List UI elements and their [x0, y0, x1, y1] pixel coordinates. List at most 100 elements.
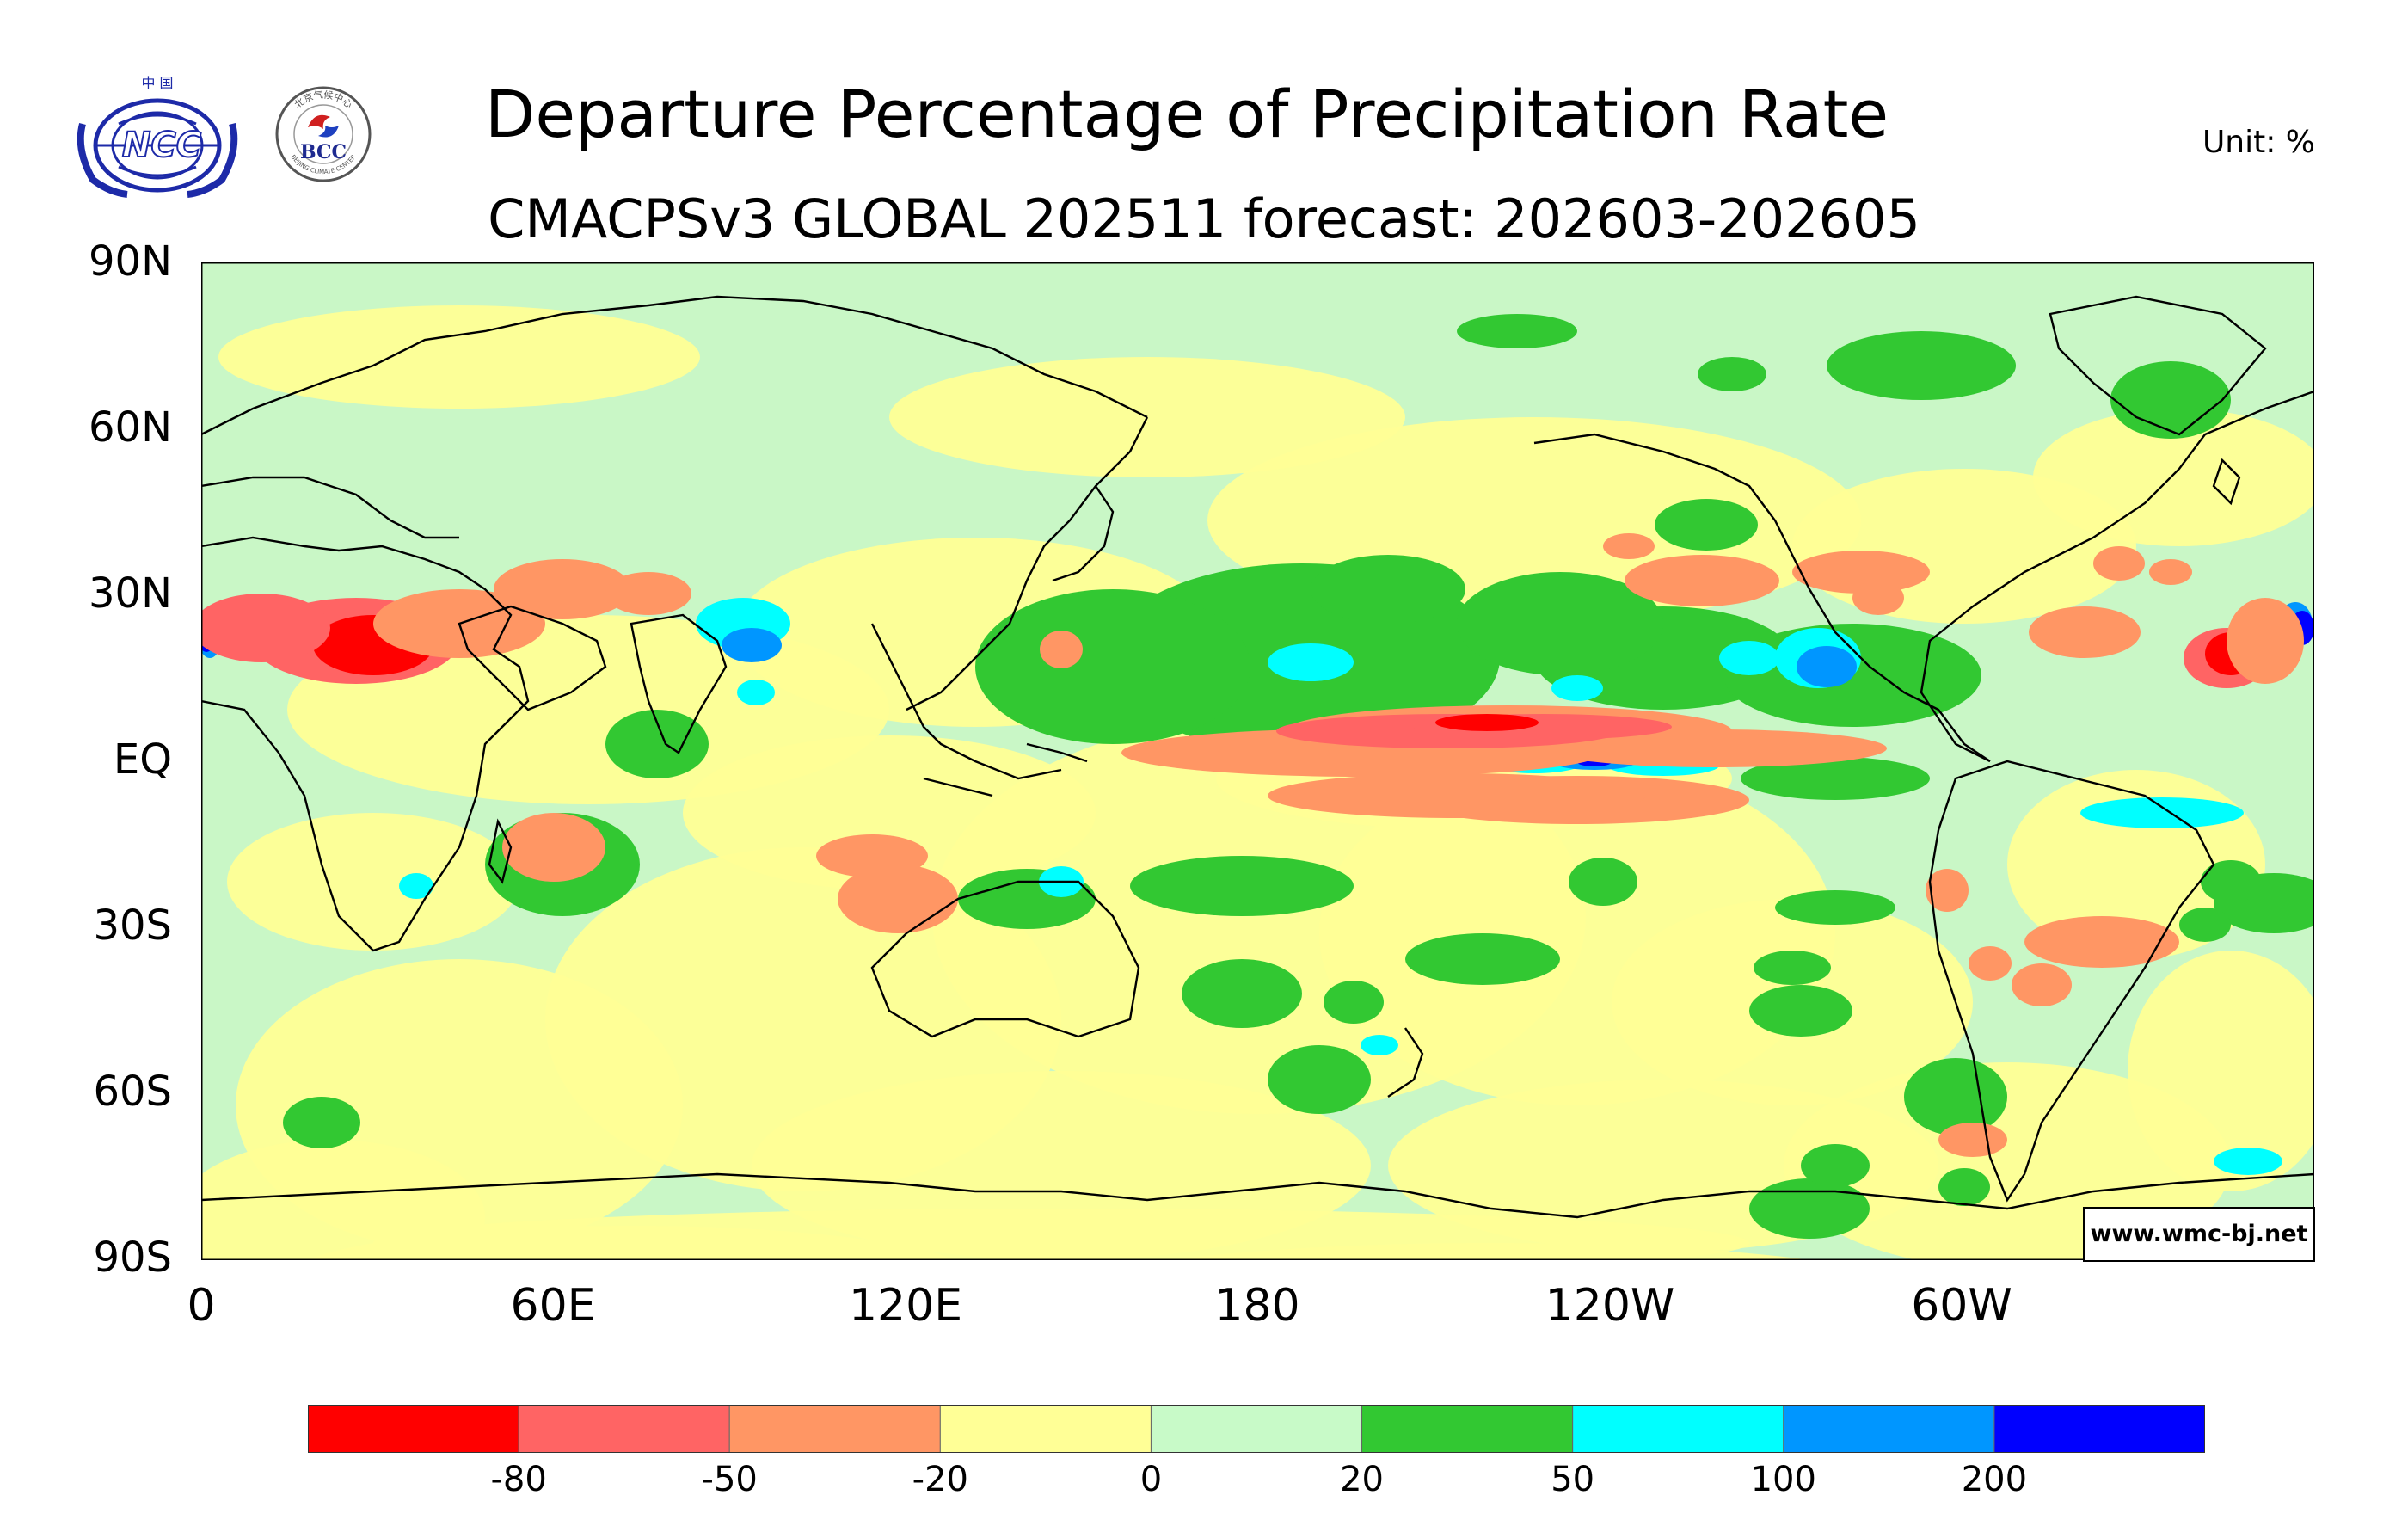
- field-orange: [1938, 1123, 2007, 1157]
- field-cyan: [2214, 1148, 2282, 1175]
- field-orange: [2093, 546, 2145, 581]
- field-orange: [494, 559, 631, 619]
- coastline-segment: [906, 416, 1149, 711]
- field-green: [1655, 499, 1758, 551]
- field-green: [1801, 1144, 1870, 1187]
- lat-label-60s: 60S: [93, 1068, 172, 1116]
- field-orange: [2149, 559, 2192, 585]
- field-green: [1904, 1058, 2007, 1135]
- coastline-segment: [1387, 1027, 1424, 1098]
- legend-label: 0: [1140, 1460, 1163, 1499]
- field-green: [605, 710, 709, 778]
- field-cyan: [1268, 643, 1354, 681]
- field-cyan: [737, 680, 775, 705]
- field-green: [1698, 357, 1766, 391]
- field-yellow: [201, 1140, 485, 1260]
- lon-label-60w: 60W: [1911, 1280, 2012, 1332]
- lat-label-eq: EQ: [113, 735, 172, 784]
- precipitation-map: [186, 261, 2316, 1276]
- field-orange: [1792, 551, 1930, 594]
- field-orange: [2227, 598, 2304, 684]
- legend-label: 200: [1961, 1460, 2028, 1499]
- field-cyan: [2080, 797, 2244, 828]
- field-sky: [722, 628, 782, 662]
- legend-frame: [308, 1405, 2205, 1453]
- coastline-segment: [1052, 485, 1115, 582]
- field-orange: [2024, 916, 2179, 968]
- field-orange: [1969, 946, 2012, 981]
- field-green: [1405, 933, 1560, 985]
- bcc-logo-text: BCC: [300, 141, 347, 163]
- ncc-logo-text: NCC: [122, 126, 201, 165]
- field-orange: [838, 865, 958, 933]
- legend-label: 100: [1750, 1460, 1816, 1499]
- field-green: [1741, 757, 1930, 800]
- coastline-segment: [201, 1172, 2314, 1219]
- chart-subtitle: CMACPSv3 GLOBAL 202511 forecast: 202603-…: [488, 188, 1920, 250]
- lat-label-90s: 90S: [93, 1234, 172, 1282]
- coastline-segment: [870, 623, 1062, 780]
- field-green: [1749, 1178, 1870, 1239]
- legend-label: -20: [912, 1460, 968, 1499]
- field-green: [1457, 572, 1663, 675]
- field-green: [1268, 1045, 1371, 1114]
- field-red: [1435, 714, 1539, 731]
- legend-swatch: [939, 1404, 1152, 1454]
- ncc-logo-top-text: 中 国: [141, 75, 173, 91]
- field-yellow: [2128, 951, 2314, 1191]
- field-orange: [846, 843, 898, 869]
- ncc-logo: 中 国 NCC: [67, 72, 248, 201]
- field-orange: [1926, 869, 1969, 912]
- lon-label-60e: 60E: [510, 1280, 596, 1332]
- field-green: [1457, 314, 1577, 348]
- legend-label: -80: [490, 1460, 547, 1499]
- coastline-segment: [488, 818, 513, 884]
- field-cyan: [1361, 1035, 1398, 1055]
- field-orange: [1603, 533, 1655, 559]
- lon-label-120e: 120E: [848, 1280, 963, 1332]
- legend-swatch: [1150, 1404, 1363, 1454]
- coastline-segment: [201, 536, 530, 952]
- coastline-segment: [923, 777, 993, 797]
- coastline-segment: [1920, 390, 2314, 763]
- field-green: [2201, 860, 2261, 903]
- color-legend: [307, 1404, 2206, 1454]
- field-green: [975, 589, 1250, 744]
- legend-swatch: [1993, 1404, 2206, 1454]
- field-orange: [1268, 773, 1646, 818]
- field-yellow: [373, 1209, 1749, 1260]
- field-green: [1130, 856, 1354, 916]
- field-green: [1569, 858, 1637, 906]
- field-lred: [201, 594, 330, 662]
- legend-label: 50: [1551, 1460, 1595, 1499]
- field-orange: [1852, 581, 1904, 615]
- field-orange: [1040, 631, 1083, 668]
- field-orange: [2012, 963, 2072, 1006]
- watermark-url: www.wmc-bj.net: [2083, 1207, 2315, 1262]
- coastlines: [201, 295, 2314, 1219]
- lon-label-180: 180: [1214, 1280, 1300, 1332]
- coastline-segment: [1533, 433, 1991, 762]
- coastline-segment: [201, 476, 459, 539]
- lon-label-0: 0: [187, 1280, 216, 1332]
- field-green: [1938, 1168, 1990, 1206]
- legend-label: -50: [701, 1460, 758, 1499]
- field-yellow: [227, 813, 519, 951]
- lat-label-30n: 30N: [89, 569, 172, 618]
- field-green: [1182, 959, 1302, 1028]
- coastline-segment: [201, 295, 1148, 436]
- field-green: [2179, 908, 2231, 942]
- field-green: [1775, 890, 1895, 925]
- coastline-segment: [1026, 742, 1088, 763]
- legend-swatch: [1361, 1404, 1574, 1454]
- field-green: [1324, 981, 1384, 1024]
- field-green: [283, 1097, 360, 1148]
- field-green: [1749, 985, 1852, 1037]
- field-green: [1827, 331, 2016, 400]
- coastline-segment: [870, 880, 1140, 1038]
- field-green: [1754, 951, 1831, 985]
- field-orange: [1625, 555, 1779, 606]
- bcc-logo: 北京气候中心 BEIJING CLIMATE CENTER BCC: [273, 79, 373, 196]
- field-green: [1311, 555, 1465, 624]
- coastline-segment: [630, 613, 728, 754]
